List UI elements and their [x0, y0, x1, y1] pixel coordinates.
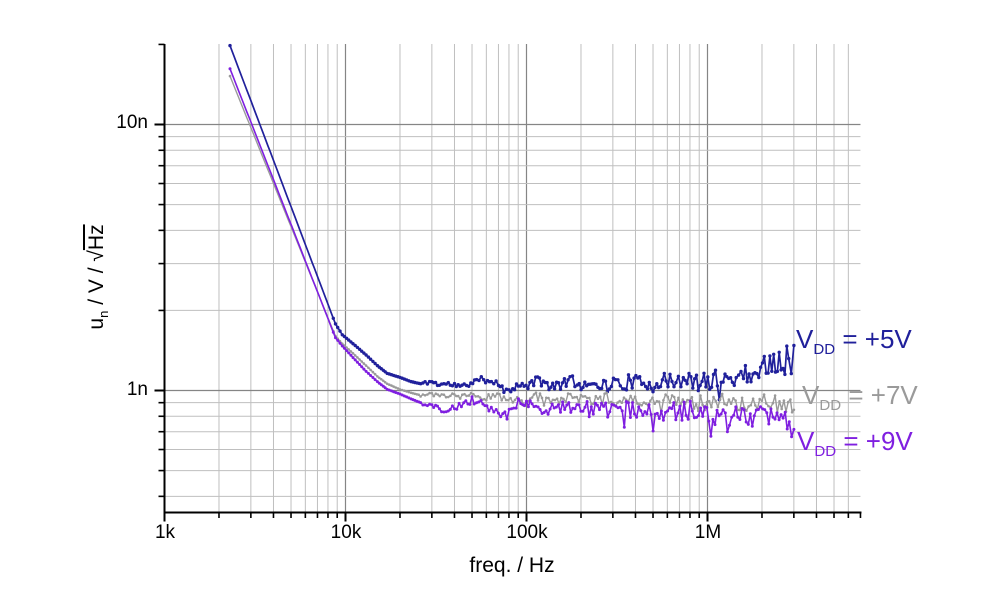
x-tick-label-10k: 10k: [330, 522, 362, 543]
legend-symbol: V: [802, 380, 820, 410]
x-tick-label-1M: 1M: [694, 522, 722, 543]
legend-subscript: DD: [813, 341, 836, 359]
legend-subscript: DD: [819, 397, 842, 415]
y-title-units: / V /: [85, 261, 108, 311]
y-title-symbol: u: [85, 317, 108, 330]
legend-value: = +9V: [836, 426, 913, 456]
legend-symbol: V: [797, 426, 815, 456]
x-tick-label-100k: 100k: [506, 522, 548, 543]
sqrt-radical-icon: √: [85, 250, 108, 262]
legend-value: = +5V: [835, 324, 912, 354]
legend-value: = +7V: [841, 380, 918, 410]
legend-subscript: DD: [814, 443, 837, 461]
x-tick-label-1k: 1k: [154, 522, 176, 543]
legend-symbol: V: [796, 324, 814, 354]
y-tick-label-10n: 10n: [116, 112, 148, 133]
y-axis-title: un / V / √Hz: [85, 224, 112, 330]
x-axis-title: freq. / Hz: [469, 554, 555, 577]
legend-vdd-7v: VDD = +7V: [802, 380, 918, 415]
y-title-subscript: n: [96, 310, 112, 318]
y-tick-label-1n: 1n: [126, 379, 148, 400]
legend-vdd-5v: VDD = +5V: [796, 324, 912, 359]
y-title-radicand: Hz: [85, 224, 108, 251]
legend-vdd-9v: VDD = +9V: [797, 426, 913, 461]
